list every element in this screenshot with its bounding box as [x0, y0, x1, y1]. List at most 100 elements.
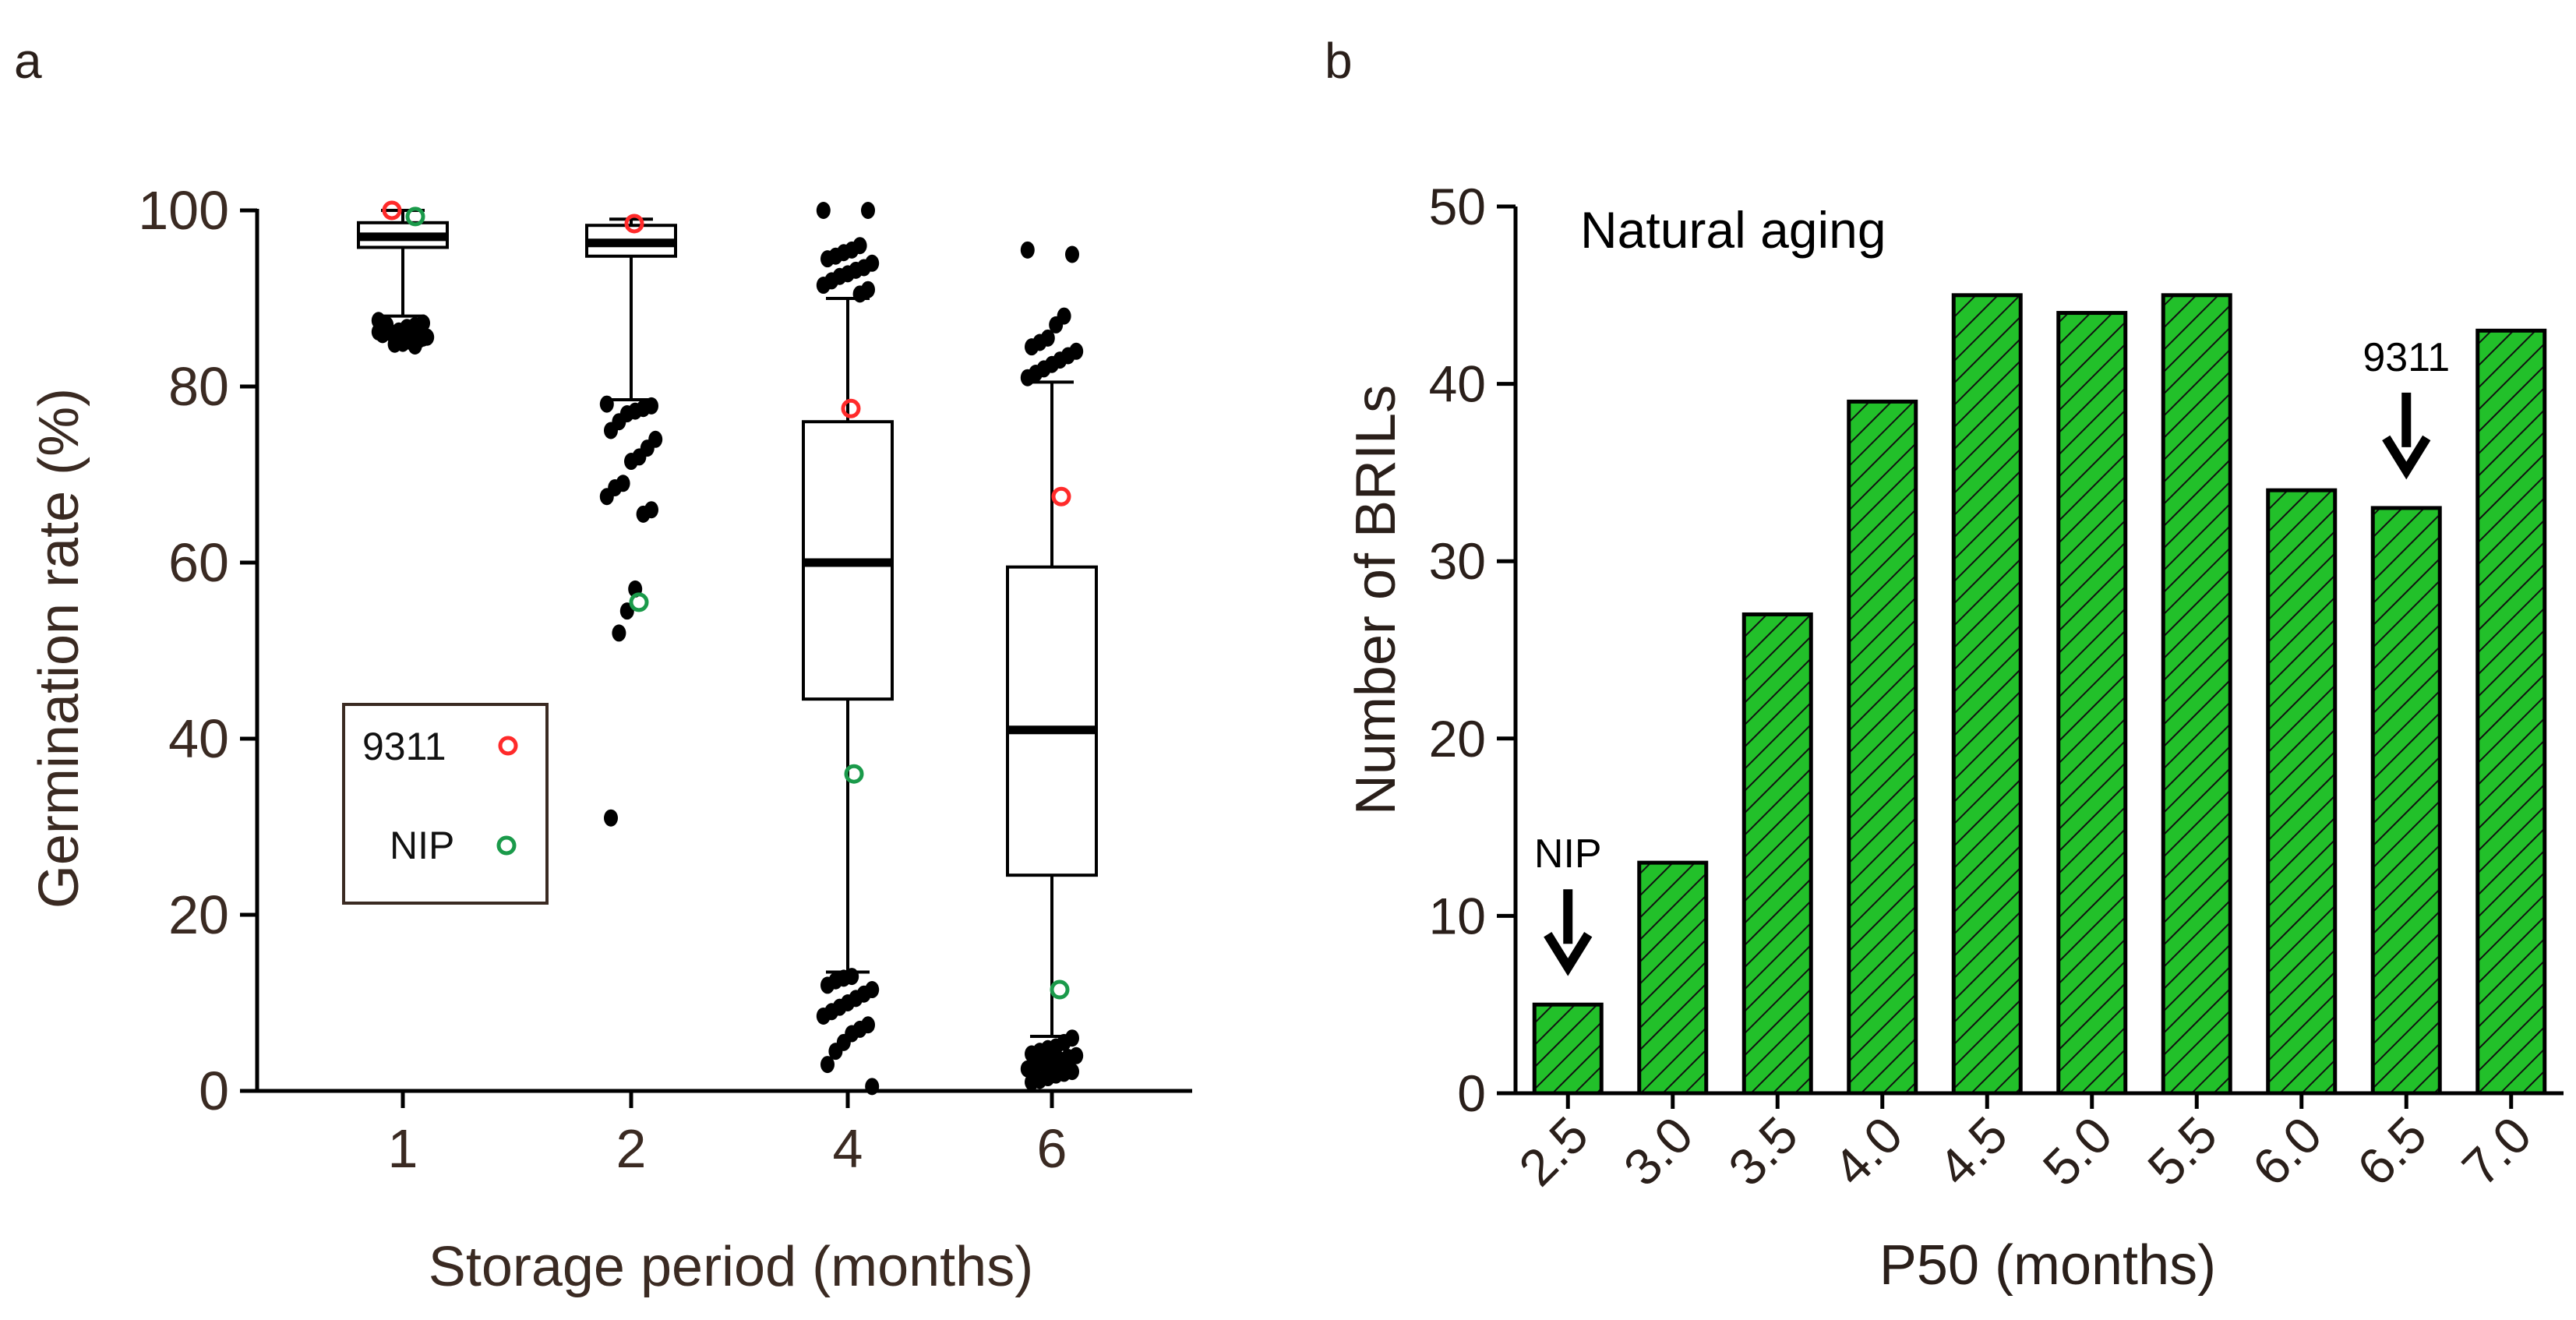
box-2: [585, 217, 677, 401]
point-9311: [382, 200, 402, 221]
legend: 9311 NIP: [342, 703, 549, 905]
box-plot-axes: 0 20 40 60 80 100 1 2 4 6: [138, 180, 1192, 1179]
outlier-point: [1020, 1060, 1035, 1078]
annotation-label: NIP: [1534, 831, 1602, 877]
x-tick-label: 2: [616, 1118, 647, 1179]
y-tick-label-b: 30: [1429, 532, 1486, 590]
box-1: [357, 209, 449, 318]
x-tick-label-b: 4.5: [1927, 1106, 2018, 1197]
outlier-point: [816, 277, 831, 295]
outlier-point: [624, 453, 638, 471]
outlier-point: [1025, 338, 1039, 356]
bar-4.0: [1847, 399, 1918, 1096]
point-nip: [629, 592, 649, 612]
bar-2.5: [1532, 1002, 1604, 1096]
point-9311: [1051, 486, 1071, 506]
x-tick-label-b: 3.5: [1717, 1106, 1808, 1197]
annotation-arrow-head: [2382, 435, 2431, 480]
annotations-layer: NIP 9311: [1534, 335, 2450, 976]
x-tick-label-b: 5.0: [2031, 1106, 2123, 1197]
outlier-point: [1049, 316, 1064, 334]
point-nip: [1050, 979, 1070, 1000]
y-tick-label: 80: [168, 356, 229, 417]
outlier-point: [391, 326, 406, 344]
point-9311: [624, 214, 644, 234]
point-nip: [844, 764, 864, 784]
annotation-label: 9311: [2363, 335, 2450, 380]
x-tick-label-b: 5.5: [2137, 1106, 2228, 1197]
outlier-point: [861, 202, 875, 219]
outlier-point: [371, 323, 386, 341]
x-axis-title-b: P50 (months): [1879, 1234, 2216, 1297]
y-tick-label-b: 10: [1429, 887, 1486, 944]
legend-box: [342, 703, 549, 905]
highlight-points-layer: [382, 200, 1071, 1000]
legend-label-9311: 9311: [362, 725, 446, 768]
outlier-point: [852, 285, 867, 303]
outlier-point: [820, 250, 835, 268]
outlier-point: [816, 202, 831, 219]
bar-6.5: [2370, 506, 2442, 1096]
outlier-point: [865, 1078, 880, 1096]
outlier-point: [1020, 369, 1035, 386]
y-axis-title-b: Number of BRILs: [1345, 385, 1407, 815]
x-tick-label-b: 4.0: [1822, 1106, 1913, 1197]
bar-3.5: [1741, 612, 1813, 1096]
box-iqr: [1006, 565, 1098, 877]
bar-5.5: [2161, 293, 2232, 1096]
legend-marker-9311: [498, 736, 518, 756]
outlier-point: [408, 337, 422, 355]
outlier-point: [604, 809, 618, 827]
x-tick-label-b: 6.5: [2346, 1106, 2437, 1197]
y-tick-label-b: 50: [1429, 178, 1486, 235]
x-tick-label: 1: [388, 1118, 418, 1179]
outliers-layer: [371, 202, 1084, 1096]
outlier-point: [599, 488, 614, 506]
y-axis-title: Germination rate (%): [28, 388, 90, 909]
chart-title: Natural aging: [1580, 201, 1886, 259]
bar-chart-panel: 0 10 20 30 40 50 2.5 3.0 3.5 4.0 4.5 5.0 5.5 6.0 6.5 7.…: [1345, 178, 2564, 1297]
y-tick-label: 20: [168, 884, 229, 945]
x-tick-label-b: 3.0: [1612, 1106, 1703, 1197]
y-tick-label-b: 40: [1429, 355, 1486, 413]
box-4: [802, 297, 894, 974]
y-tick-label-b: 0: [1457, 1064, 1486, 1122]
outlier-point: [599, 395, 614, 413]
x-tick-label-b: 7.0: [2451, 1106, 2542, 1197]
x-tick-label: 6: [1037, 1118, 1067, 1179]
annotation-9311: 9311: [2363, 335, 2450, 480]
bar-3.0: [1637, 860, 1709, 1096]
panel-label-b: b: [1325, 33, 1353, 89]
legend-label-nip: NIP: [390, 824, 454, 867]
x-tick-label-b: 2.5: [1508, 1106, 1599, 1197]
bar-7.0: [2475, 328, 2547, 1096]
outlier-point: [828, 1043, 843, 1061]
y-tick-label: 40: [168, 708, 229, 769]
point-nip: [405, 206, 425, 227]
panel-label-a: a: [14, 33, 42, 89]
x-axis-title: Storage period (months): [429, 1236, 1033, 1298]
point-9311: [841, 398, 861, 418]
y-tick-label: 100: [138, 180, 229, 241]
x-tick-label-b: 6.0: [2241, 1106, 2332, 1197]
x-tick-label: 4: [833, 1118, 863, 1179]
outlier-point: [604, 422, 618, 439]
bars-layer: [1532, 293, 2547, 1096]
outlier-point: [816, 1007, 831, 1025]
outlier-point: [820, 1056, 835, 1074]
box-plot-panel: 0 20 40 60 80 100 1 2 4 6 9311 NIP Storage period…: [28, 180, 1192, 1298]
bar-5.0: [2056, 311, 2128, 1096]
boxes-layer: [357, 209, 1098, 1038]
bar-6.0: [2266, 488, 2338, 1096]
outlier-point: [636, 505, 651, 523]
outlier-point: [612, 624, 626, 642]
y-tick-label: 60: [168, 532, 229, 593]
y-tick-label: 0: [199, 1061, 229, 1121]
outlier-point: [1020, 241, 1035, 259]
annotation-nip: NIP: [1534, 831, 1602, 976]
outlier-point: [1025, 1073, 1039, 1091]
bar-4.5: [1951, 293, 2023, 1096]
legend-marker-nip: [496, 835, 517, 856]
outlier-point: [1065, 245, 1079, 263]
